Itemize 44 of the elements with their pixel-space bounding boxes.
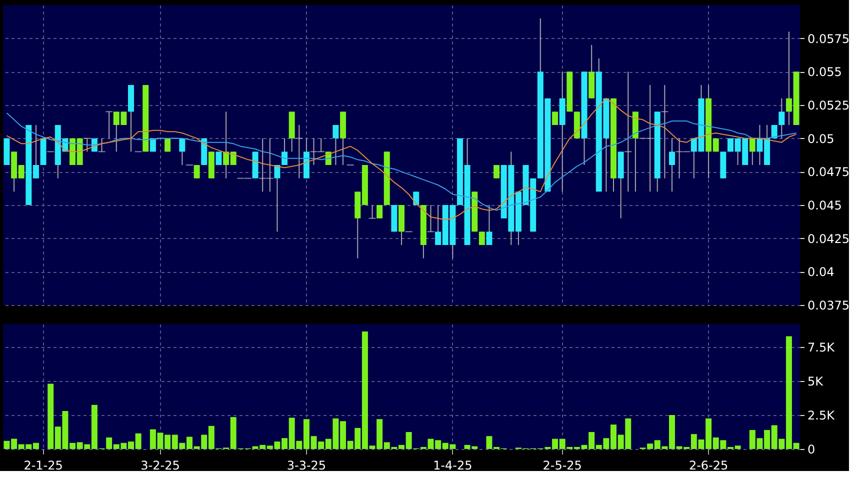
candlestick — [494, 164, 500, 179]
candlestick — [216, 151, 222, 166]
line-series — [6, 112, 797, 211]
y-tick-label: 5K — [808, 374, 824, 389]
x-tick-label: 2-5-25 — [542, 458, 582, 472]
candlestick — [661, 84, 668, 179]
candlestick — [624, 71, 632, 192]
x-tick-label: 3-3-25 — [286, 458, 326, 472]
candlestick — [332, 124, 339, 166]
candlestick — [552, 111, 558, 126]
candlestick — [368, 204, 376, 219]
candlestick — [296, 124, 303, 179]
candlestick — [771, 124, 778, 139]
x-tick-label: 1-4-25 — [433, 458, 472, 472]
candlestick — [84, 138, 91, 152]
candlestick — [778, 98, 785, 139]
y-tick-label: 0.0375 — [808, 298, 850, 312]
y-tick-label: 0.0475 — [808, 165, 850, 180]
candlestick — [749, 138, 756, 166]
y-tick-label: 0 — [808, 442, 816, 456]
y-tick-label: 0.0575 — [808, 32, 850, 46]
candlestick — [106, 111, 113, 139]
candlestick — [486, 204, 492, 246]
line-series — [6, 98, 797, 220]
candlestick — [282, 138, 288, 166]
x-tick-label: 3-2-25 — [140, 458, 180, 472]
candlestick — [179, 138, 186, 166]
x-tick-label: 2-1-25 — [24, 458, 63, 472]
candlestick — [427, 204, 434, 232]
candlestick — [668, 138, 675, 192]
candlestick — [194, 164, 200, 179]
candlestick — [98, 138, 106, 152]
candlestick — [274, 164, 280, 232]
y-tick-label: 0.055 — [808, 65, 842, 80]
y-tick-label: 0.04 — [808, 265, 834, 280]
y-tick-label: 7.5K — [808, 340, 836, 355]
x-tick-label: 2-6-25 — [688, 458, 728, 472]
candlestick — [376, 204, 383, 219]
y-tick-label: 0.0425 — [808, 232, 850, 246]
y-tick-label: 0.05 — [808, 132, 834, 146]
candlestick — [478, 231, 485, 246]
y-tick-label: 0.0525 — [808, 98, 850, 112]
y-tick-label: 0.045 — [808, 198, 842, 212]
y-tick-label: 2.5K — [808, 408, 836, 423]
